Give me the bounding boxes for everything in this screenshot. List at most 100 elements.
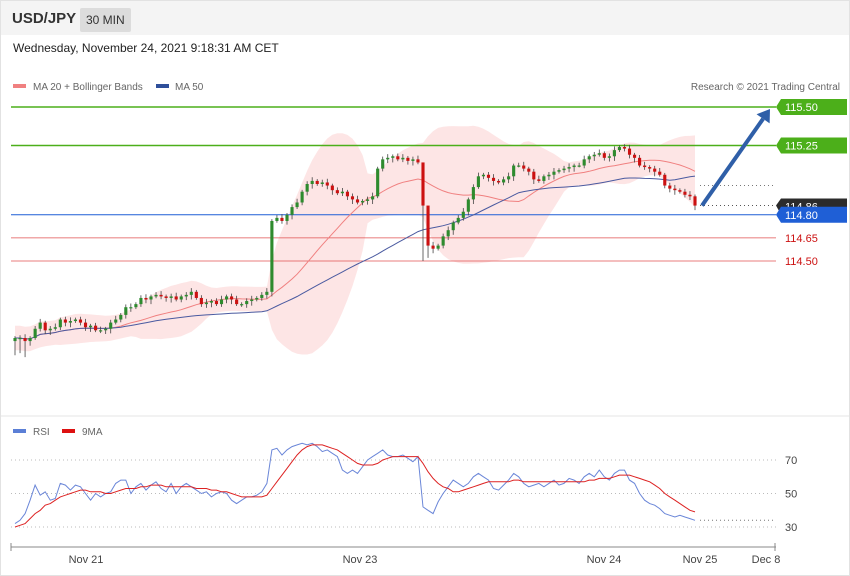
bull-candle: [48, 328, 52, 331]
bull-candle: [154, 294, 158, 297]
resistance-level-label: 115.25: [785, 141, 818, 153]
bear-candle: [345, 191, 350, 197]
bear-candle: [174, 296, 178, 300]
rsi-tick-label: 70: [785, 455, 797, 467]
bear-candle: [280, 217, 284, 221]
bull-candle: [542, 176, 546, 181]
rsi-tick-label: 30: [785, 522, 797, 534]
current-level-label: 114.80: [785, 210, 818, 222]
bull-candle: [134, 304, 138, 308]
bear-candle: [194, 291, 198, 298]
bull-candle: [245, 301, 249, 305]
bull-candle: [114, 319, 118, 323]
bull-candle: [567, 167, 571, 169]
rsi-ma-legend-label: 9MA: [82, 427, 103, 438]
rsi-ma-line: [14, 444, 696, 528]
bull-candle: [189, 291, 193, 295]
bear-candle: [199, 297, 203, 305]
bull-candle: [149, 296, 153, 300]
bull-candle: [290, 207, 294, 215]
support-level-label: 114.50: [785, 256, 818, 268]
x-tick-label: Dec 8: [752, 554, 781, 566]
bear-candle: [622, 147, 627, 149]
bear-candle: [406, 157, 410, 161]
moving-averages: [15, 159, 696, 340]
bear-candle: [632, 154, 637, 158]
bull-candle: [18, 338, 22, 340]
bull-candle: [73, 319, 78, 322]
bull-candle: [617, 147, 622, 151]
bull-candle: [13, 338, 17, 342]
rsi-legend-label: RSI: [33, 427, 50, 438]
bear-candle: [663, 174, 667, 186]
bear-candle: [522, 165, 526, 169]
bear-candle: [330, 185, 334, 191]
bull-candle: [38, 322, 42, 329]
bull-candle: [119, 314, 123, 320]
bull-candle: [471, 187, 475, 200]
bear-candle: [668, 185, 672, 189]
bear-candle: [643, 165, 647, 168]
bull-candle: [139, 297, 143, 305]
bull-candle: [204, 302, 208, 305]
bull-candle: [270, 220, 274, 292]
bear-candle: [164, 296, 168, 298]
bull-candle: [562, 168, 566, 171]
bull-candle: [360, 200, 365, 203]
bear-candle: [527, 168, 531, 172]
bull-candle: [577, 165, 581, 167]
bull-candle: [265, 291, 269, 295]
bull-candle: [592, 154, 596, 157]
bear-candle: [627, 148, 632, 155]
bear-candle: [421, 162, 425, 206]
bear-candle: [658, 171, 662, 175]
bull-candle: [547, 174, 551, 177]
ma50-line: [15, 175, 696, 340]
bull-candle: [295, 202, 299, 208]
bull-candle: [255, 297, 259, 300]
current-level-tag: [776, 206, 847, 223]
bull-candle: [260, 294, 264, 298]
bear-candle: [315, 180, 319, 184]
bull-candle: [552, 171, 556, 175]
bear-candle: [431, 245, 435, 249]
bull-candle: [557, 170, 561, 172]
forecast-arrow-head: [756, 109, 770, 124]
bear-candle: [426, 205, 430, 246]
bear-candle: [235, 299, 239, 305]
bull-candle: [285, 214, 289, 221]
bull-candle: [436, 245, 440, 249]
bull-candle: [446, 230, 450, 237]
x-tick-label: Nov 21: [69, 554, 104, 566]
bear-candle: [491, 177, 496, 181]
bear-candle: [355, 199, 360, 203]
bull-candle: [300, 191, 304, 203]
bull-candle: [401, 157, 405, 160]
bear-candle: [43, 322, 47, 331]
bollinger-bands: [15, 125, 695, 355]
bull-candle: [391, 156, 395, 158]
bull-candle: [340, 191, 344, 194]
bull-candle: [219, 299, 224, 305]
bull-candle: [104, 328, 108, 331]
bull-candle: [240, 304, 244, 306]
bull-candle: [451, 222, 455, 231]
bear-candle: [230, 296, 234, 300]
bull-candle: [461, 211, 465, 218]
resistance-level-tag: [776, 99, 847, 115]
bull-candle: [411, 159, 415, 161]
bull-candle: [386, 157, 390, 160]
bull-candle: [476, 176, 480, 188]
bear-candle: [159, 294, 163, 297]
bear-candle: [416, 159, 420, 163]
bull-candle: [250, 299, 254, 302]
bear-candle: [144, 297, 148, 300]
timeframe-button[interactable]: 30 MIN: [80, 8, 131, 32]
bear-candle: [688, 194, 692, 197]
x-axis: Nov 21 Nov 23 Nov 24 Nov 25 Dec 8: [10, 543, 781, 566]
support-level-label: 114.65: [785, 233, 818, 245]
bear-candle: [486, 174, 491, 178]
